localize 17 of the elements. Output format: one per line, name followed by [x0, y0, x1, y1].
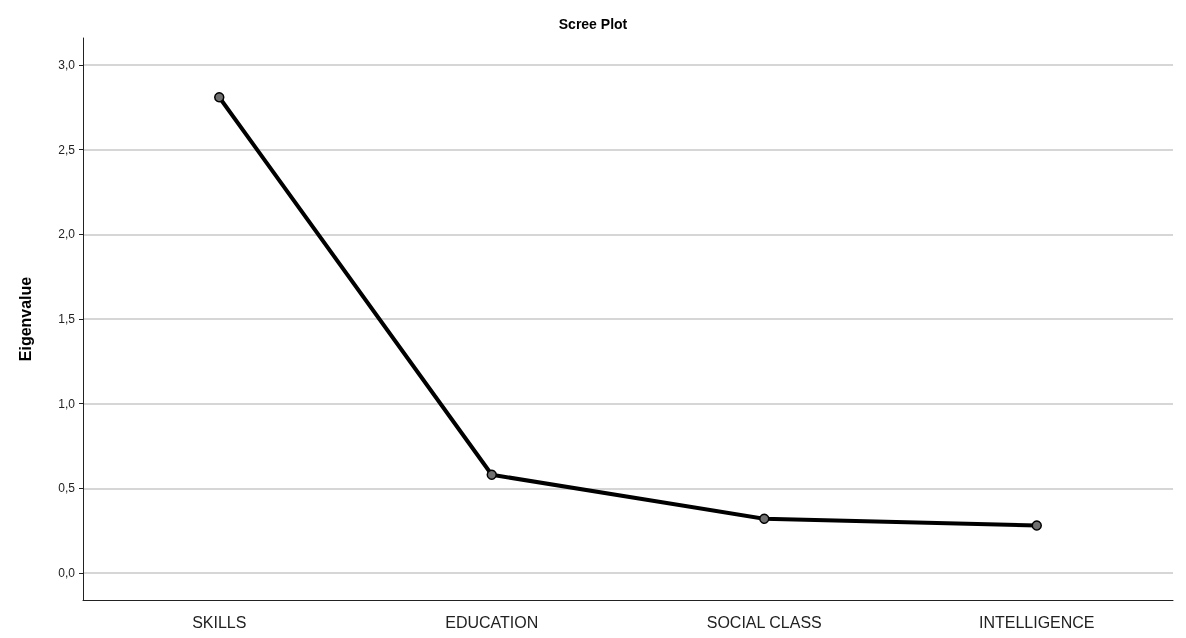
y-tick-label: 1,5: [58, 312, 76, 326]
point: [214, 92, 225, 103]
y-tick-label: 0,0: [58, 565, 76, 580]
y-tick-label: 1,0: [58, 396, 76, 411]
point: [759, 513, 770, 524]
x-tick-label: EDUCATION: [445, 613, 539, 631]
point: [486, 469, 497, 480]
y-tick-label: 2,5: [58, 142, 76, 157]
x-tick-label: SOCIAL CLASS: [706, 613, 822, 631]
x-tick-label: INTELLIGENCE: [978, 613, 1095, 631]
chart-title: Scree Plot: [558, 16, 628, 32]
y-tick-label: 3,0: [58, 58, 76, 73]
y-tick-label: 0,5: [58, 481, 76, 496]
y-axis-title: Eigenvalue: [16, 276, 34, 362]
point: [1031, 520, 1042, 531]
x-tick-label: SKILLS: [192, 613, 247, 631]
y-tick-label: 2,0: [58, 227, 76, 242]
